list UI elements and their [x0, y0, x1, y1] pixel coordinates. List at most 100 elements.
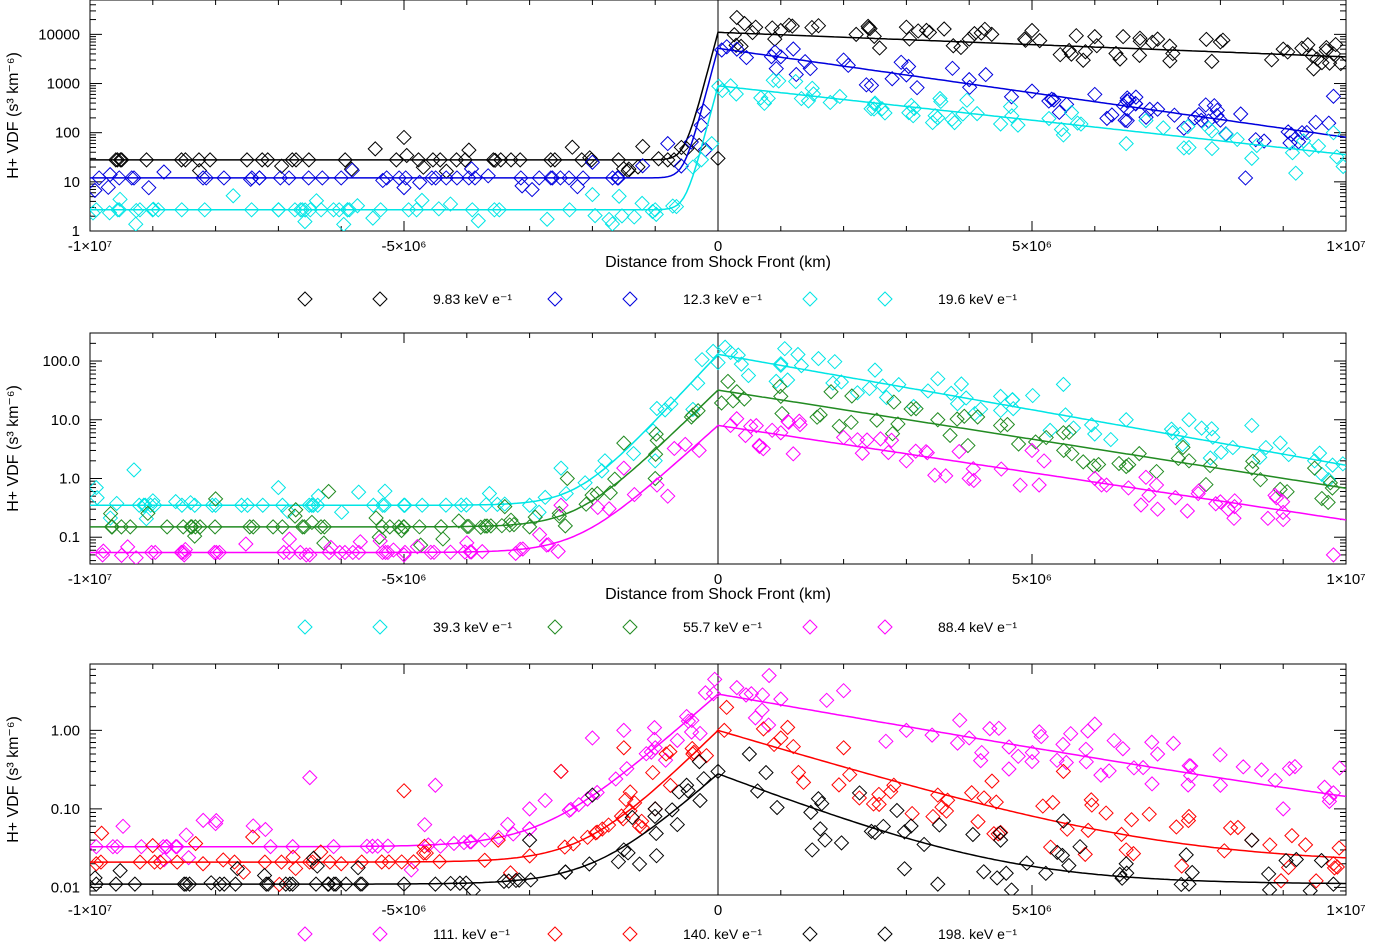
- data-point: [108, 152, 124, 168]
- data-point: [178, 827, 194, 843]
- data-point: [1249, 137, 1265, 154]
- data-point: [497, 496, 513, 512]
- data-point: [953, 39, 969, 56]
- data-point: [729, 679, 745, 696]
- data-point: [835, 740, 852, 756]
- data-point: [393, 522, 410, 539]
- data-point: [944, 111, 960, 128]
- data-point: [1299, 124, 1315, 141]
- fit-curve-series-3: [90, 84, 1346, 211]
- data-point: [660, 488, 676, 504]
- data-point: [1212, 747, 1228, 763]
- data-point: [909, 79, 925, 96]
- legend-marker: [547, 291, 563, 307]
- data-point: [1178, 847, 1194, 863]
- data-point: [863, 823, 880, 840]
- data-point: [660, 152, 676, 168]
- data-point: [1175, 439, 1191, 456]
- data-point: [1320, 494, 1336, 511]
- data-point: [660, 135, 676, 152]
- data-point: [309, 858, 325, 874]
- data-point: [374, 519, 390, 535]
- legend-marker: [547, 619, 563, 635]
- data-point: [765, 72, 781, 89]
- data-point: [245, 818, 261, 834]
- data-point: [316, 519, 333, 535]
- data-point: [680, 783, 696, 799]
- data-point: [109, 838, 125, 855]
- data-point: [174, 544, 190, 561]
- data-point: [258, 876, 274, 892]
- data-point: [90, 856, 104, 872]
- data-point: [409, 538, 426, 555]
- data-point: [1287, 758, 1303, 775]
- data-point: [397, 497, 413, 513]
- legend-marker: [622, 926, 638, 942]
- data-point: [825, 375, 841, 391]
- data-point: [372, 533, 388, 549]
- data-point: [714, 82, 730, 99]
- data-point: [374, 854, 390, 870]
- data-point: [1284, 827, 1300, 844]
- data-point: [337, 544, 353, 561]
- data-point: [1010, 748, 1026, 765]
- data-point: [992, 116, 1009, 132]
- x-axis-title: Distance from Shock Front (km): [605, 586, 831, 603]
- data-point: [1121, 457, 1137, 473]
- data-point: [772, 378, 788, 395]
- data-point: [323, 539, 339, 556]
- data-point: [973, 25, 989, 41]
- data-point: [925, 808, 941, 825]
- data-point: [207, 519, 223, 535]
- x-axis-title: Distance from Shock Front (km): [605, 254, 831, 271]
- data-point: [1165, 735, 1182, 752]
- data-point: [959, 92, 975, 108]
- y-tick-label: 100.0: [42, 353, 80, 370]
- data-point: [1245, 453, 1261, 469]
- data-point: [477, 832, 493, 848]
- data-point: [767, 44, 783, 60]
- data-point: [1244, 460, 1260, 476]
- data-point: [610, 853, 627, 870]
- data-point: [1061, 424, 1077, 441]
- data-point: [453, 497, 469, 513]
- x-tick-label: -1×10⁷: [68, 238, 112, 255]
- y-tick-label: 10.0: [51, 412, 80, 429]
- data-point: [1072, 838, 1088, 855]
- data-point: [666, 440, 682, 457]
- data-point: [1258, 439, 1274, 456]
- data-point: [1064, 445, 1080, 462]
- data-point: [716, 722, 732, 739]
- data-point: [431, 201, 447, 217]
- data-point: [938, 468, 954, 484]
- data-point: [195, 170, 211, 186]
- data-point: [646, 731, 663, 748]
- data-point: [111, 202, 128, 218]
- data-point: [754, 702, 770, 718]
- data-point: [378, 170, 395, 186]
- data-point: [1209, 102, 1225, 119]
- data-point: [976, 790, 992, 806]
- data-point: [773, 356, 789, 372]
- data-point: [647, 453, 663, 469]
- data-point: [961, 79, 978, 96]
- data-point: [550, 543, 566, 560]
- data-point: [1087, 426, 1103, 442]
- data-point: [270, 479, 287, 496]
- data-point: [886, 394, 902, 410]
- data-point: [866, 96, 883, 112]
- data-point: [1302, 883, 1318, 895]
- data-point: [1049, 752, 1065, 769]
- data-point: [304, 497, 320, 513]
- data-point: [284, 876, 301, 892]
- data-point: [649, 432, 665, 449]
- data-point: [743, 686, 760, 702]
- data-point: [128, 216, 144, 231]
- data-point: [391, 170, 407, 186]
- data-point: [705, 343, 721, 360]
- data-point: [1252, 471, 1269, 488]
- data-point: [321, 544, 337, 561]
- y-tick-label: 0.10: [51, 801, 80, 818]
- data-point: [174, 202, 190, 218]
